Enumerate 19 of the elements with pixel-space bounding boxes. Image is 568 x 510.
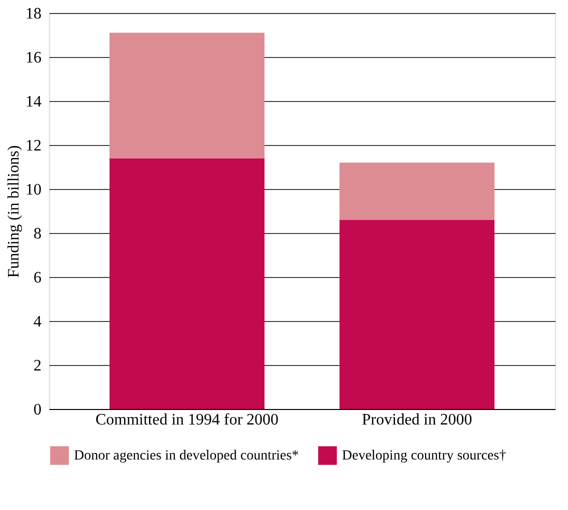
x-tick-label: Committed in 1994 for 2000 [95, 412, 279, 428]
bar [340, 220, 494, 409]
y-tick-label: 18 [26, 6, 42, 22]
y-tick-label: 8 [34, 226, 42, 242]
y-tick-label: 6 [34, 270, 42, 286]
y-tick-label: 4 [34, 314, 42, 330]
y-tick-label: 12 [26, 138, 42, 154]
bar [110, 158, 264, 409]
y-tick-label: 0 [34, 402, 42, 418]
y-tick-label: 10 [26, 182, 42, 198]
x-tick-label: Provided in 2000 [362, 412, 472, 428]
y-axis-title: Funding (in billions) [6, 145, 22, 278]
bar [110, 32, 264, 158]
legend-label: Developing country sources† [342, 448, 506, 464]
legend-label: Donor agencies in developed countries* [74, 448, 299, 464]
y-tick-label: 16 [26, 50, 42, 66]
y-tick-label: 2 [34, 358, 42, 374]
y-tick-label: 14 [26, 94, 42, 110]
bar [340, 162, 494, 220]
